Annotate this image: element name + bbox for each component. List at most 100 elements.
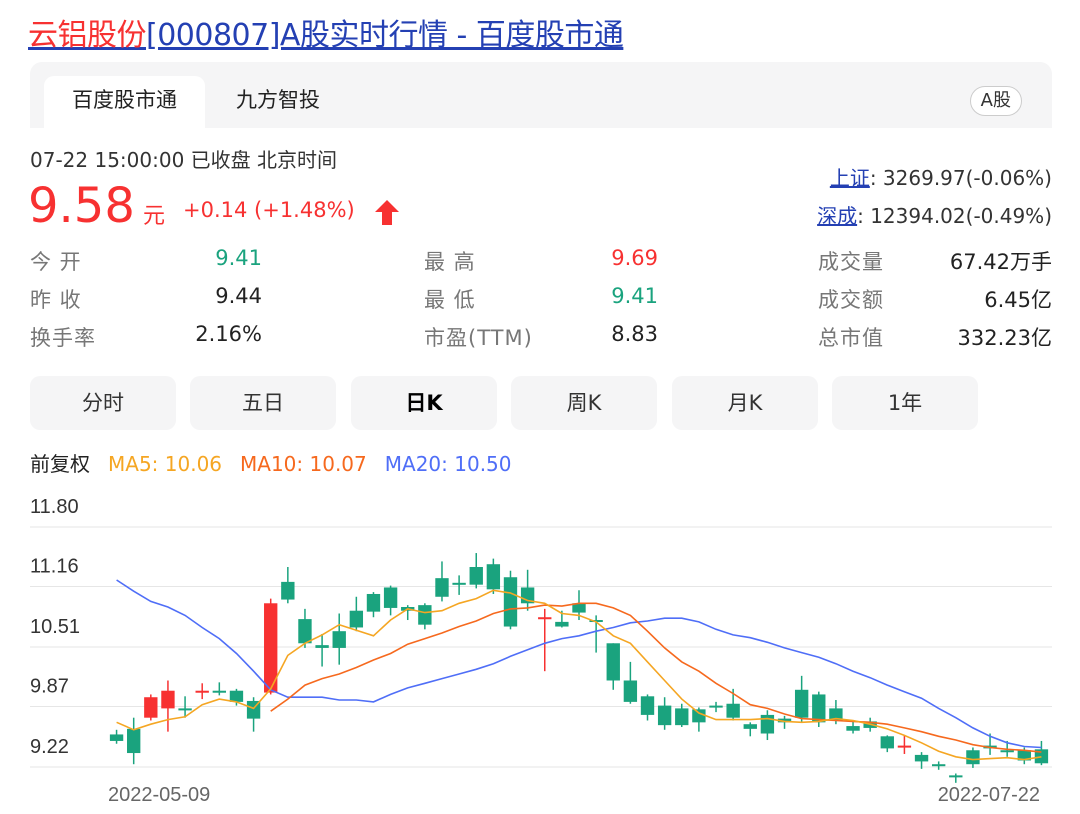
candle-body-52 [1000,750,1014,753]
price-change: +0.14 (+1.48%) [183,198,355,222]
candle-body-25 [538,617,552,620]
candle-body-48 [931,764,946,767]
period-five-day-button[interactable]: 五日 [190,376,336,430]
stat-prev-close-value: 9.44 [215,284,262,308]
candle-body-5 [195,690,209,693]
stat-open-label: 今 开 [30,250,82,274]
candle-body-29 [606,643,620,681]
page-title-link[interactable]: 云铝股份[000807]A股实时行情 - 百度股市通 [28,10,624,54]
stat-market-cap-value: 332.23亿 [957,326,1052,350]
candle-body-38 [760,714,775,734]
market-badge[interactable]: A股 [969,86,1022,116]
candle-body-42 [829,708,843,721]
stat-amount-label: 成交额 [818,288,884,312]
up-arrow-icon [375,200,399,225]
candle-body-3 [161,690,175,709]
period-weekly-k-button[interactable]: 周K [511,376,657,430]
candle-body-35 [709,705,723,708]
stat-volume-label: 成交量 [818,250,884,274]
stock-name: 云铝股份 [28,18,147,53]
period-one-year-button[interactable]: 1年 [832,376,978,430]
candle-body-47 [914,754,929,762]
candle-body-11 [298,619,312,644]
candle-body-1 [127,728,141,754]
stat-low-value: 9.41 [611,284,658,308]
candle-body-34 [692,709,706,723]
stat-high-label: 最 高 [424,250,476,274]
candle-body-9 [264,603,278,693]
candle-body-19 [435,578,449,597]
index-shenzhen-value: : 12394.02(-0.49%) [857,204,1052,228]
index-shanghai[interactable]: 上证: 3269.97(-0.06%) [830,162,1052,191]
candle-body-21 [469,567,483,585]
period-monthly-k-button[interactable]: 月K [672,376,818,430]
candle-body-27 [572,603,586,613]
candle-body-14 [349,610,364,628]
kline-chart[interactable]: 11.80 11.16 10.51 9.87 9.22 2022-05-09 2022-07… [0,488,1080,814]
candle-body-4 [178,708,192,711]
ma10-legend: MA10: 10.07 [240,452,367,476]
stat-pe-label: 市盈(TTM) [424,326,533,350]
stat-volume-value: 67.42万手 [949,250,1052,274]
index-shenzhen[interactable]: 深成: 12394.02(-0.49%) [817,200,1052,229]
stat-market-cap-label: 总市值 [818,326,884,350]
tab-baidu-gushitong[interactable]: 百度股市通 [44,76,205,128]
stat-amount-value: 6.45亿 [984,288,1052,312]
candle-body-10 [281,581,295,600]
candle-body-12 [315,645,329,648]
ma20-legend: MA20: 10.50 [384,452,512,476]
candle-body-2 [144,697,158,718]
candle-body-36 [726,703,740,718]
candle-body-37 [743,724,757,729]
candle-body-0 [109,734,124,741]
candle-body-30 [623,680,638,702]
stat-open-value: 9.41 [215,246,262,270]
y-tick-label-0: 11.80 [30,496,79,518]
candle-body-6 [212,690,227,693]
stat-high-value: 9.69 [611,246,658,270]
candle-body-22 [486,564,501,590]
ma10-line [270,602,1042,753]
candle-body-49 [949,775,963,778]
candle-body-15 [366,593,381,612]
y-tick-label-1: 11.16 [30,556,79,578]
candle-body-32 [657,705,672,726]
candle-body-26 [555,621,569,627]
x-end-date-label: 2022-07-22 [938,784,1040,806]
tab-jiufang-zhitou[interactable]: 九方智投 [236,88,320,112]
candle-body-13 [332,631,346,648]
candle-body-33 [675,708,689,726]
stat-turnover-label: 换手率 [30,326,96,350]
candle-body-16 [383,587,398,608]
candle-body-39 [777,718,792,723]
stat-prev-close-label: 昨 收 [30,288,82,312]
period-intraday-button[interactable]: 分时 [30,376,176,430]
y-tick-label-3: 9.87 [30,676,69,698]
candle-body-43 [846,726,860,731]
candle-body-40 [794,689,809,718]
candle-body-54 [1034,749,1049,764]
candle-body-20 [452,582,466,585]
candle-body-7 [229,690,244,702]
stat-low-label: 最 低 [424,288,476,312]
ma5-line [116,589,1042,761]
tab-bar: 百度股市通 九方智投 A股 [30,62,1052,128]
ma5-legend: MA5: 10.06 [108,452,223,476]
current-price: 9.58 [28,178,135,234]
index-shenzhen-name[interactable]: 深成 [817,204,858,228]
candle-body-53 [1017,750,1031,761]
index-shanghai-value: : 3269.97(-0.06%) [869,166,1052,190]
candle-body-31 [640,696,655,715]
y-tick-label-4: 9.22 [30,736,69,758]
adjust-mode-label[interactable]: 前复权 [30,452,90,476]
x-start-date-label: 2022-05-09 [108,784,210,806]
candle-body-50 [966,750,980,765]
y-tick-label-2: 10.51 [30,616,80,638]
quote-time: 07-22 15:00:00 已收盘 北京时间 [30,148,338,172]
candle-body-18 [418,605,432,625]
stock-code-title: [000807]A股实时行情 - 百度股市通 [146,18,624,53]
period-daily-k-button[interactable]: 日K [351,376,497,430]
stat-pe-value: 8.83 [611,322,658,346]
index-shanghai-name[interactable]: 上证 [829,166,870,190]
candle-body-23 [503,577,518,627]
